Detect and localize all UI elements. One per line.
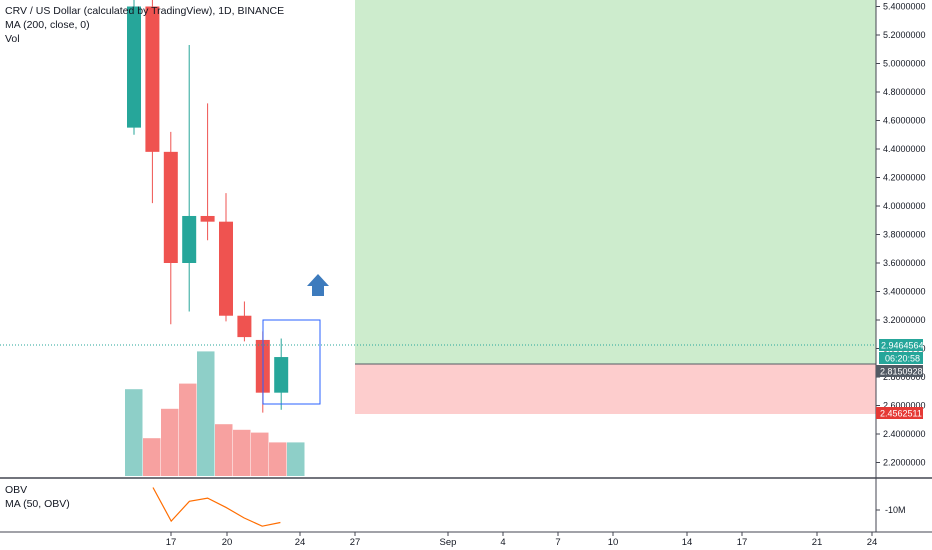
candle-body[interactable]	[219, 221, 233, 316]
volume-bars	[125, 351, 305, 476]
time-tick-label: 21	[812, 537, 823, 548]
stop-price-tag: 2.4562511	[876, 407, 923, 419]
time-tick-label: 20	[222, 537, 233, 548]
ma-legend[interactable]: MA (200, close, 0)	[5, 19, 90, 31]
price-tick-label: 4.4000000	[883, 144, 926, 154]
price-tick-label: 3.2000000	[883, 315, 926, 325]
obv-ma-legend[interactable]: MA (50, OBV)	[5, 498, 70, 510]
symbol-legend[interactable]: CRV / US Dollar (calculated by TradingVi…	[5, 5, 285, 17]
up-arrow-icon[interactable]	[307, 274, 329, 296]
price-tick-label: 2.2000000	[883, 458, 926, 468]
volume-bar	[215, 424, 233, 476]
entry-price-tag-text: 2.8150928	[880, 367, 923, 377]
highlight-rectangle[interactable]	[262, 319, 321, 405]
time-tick-label: 7	[555, 537, 560, 548]
volume-bar	[125, 389, 143, 476]
candle-body[interactable]	[163, 151, 178, 263]
obv-ma-polyline	[152, 487, 281, 527]
price-tick-label: 5.0000000	[883, 59, 926, 69]
price-tick-label: 4.6000000	[883, 116, 926, 126]
price-tick-label: 3.4000000	[883, 287, 926, 297]
time-tick-label: 24	[867, 537, 878, 548]
time-tick-label: 4	[500, 537, 505, 548]
volume-bar	[161, 408, 179, 476]
obv-axis-tick: -10M	[885, 505, 906, 515]
price-tick-label: 5.4000000	[883, 2, 926, 12]
volume-bar	[143, 438, 161, 476]
current-price-tag-text: 2.9464564	[881, 341, 924, 351]
stop-price-tag-text: 2.4562511	[880, 409, 922, 419]
candle-body[interactable]	[182, 215, 197, 263]
price-tick-label: 4.8000000	[883, 87, 926, 97]
candle-body[interactable]	[127, 6, 141, 128]
candle-body[interactable]	[274, 357, 289, 393]
candle-body[interactable]	[237, 315, 252, 338]
time-tick-label: 10	[608, 537, 619, 548]
price-tick-label: 5.2000000	[883, 30, 926, 40]
price-tick-label: 3.6000000	[883, 258, 926, 268]
obv-legend[interactable]: OBV	[5, 484, 28, 496]
volume-bar	[287, 442, 305, 476]
countdown-tag: 06:20:58	[879, 352, 923, 364]
price-tick-label: 2.6000000	[883, 401, 926, 411]
obv-ma-line	[152, 487, 281, 527]
time-tick-label: Sep	[440, 537, 457, 548]
volume-bar	[251, 432, 269, 476]
price-tick-label: 4.2000000	[883, 173, 926, 183]
volume-bar	[179, 383, 197, 476]
volume-bar	[269, 442, 287, 476]
time-tick-label: 24	[295, 537, 306, 548]
current-price-tag: 2.9464564	[879, 339, 924, 351]
long-position-profit-zone[interactable]	[355, 0, 876, 364]
price-axis[interactable]: 5.4000000 5.2000000 5.0000000 4.8000000 4.60…	[876, 2, 926, 468]
price-tick-label: 3.8000000	[883, 230, 926, 240]
volume-bar	[197, 351, 215, 476]
entry-price-tag: 2.8150928	[876, 365, 923, 377]
price-tick-label: 4.0000000	[883, 201, 926, 211]
long-position-loss-zone[interactable]	[355, 364, 876, 414]
countdown-tag-text: 06:20:58	[885, 354, 920, 364]
volume-legend[interactable]: Vol	[5, 33, 20, 45]
candle-body[interactable]	[200, 215, 215, 222]
candle-body[interactable]	[145, 6, 160, 152]
volume-bar	[233, 429, 251, 476]
obv-pane-background[interactable]	[0, 479, 876, 531]
time-tick-label: 17	[737, 537, 748, 548]
time-tick-label: 14	[682, 537, 693, 548]
price-tick-label: 2.4000000	[883, 429, 926, 439]
time-axis[interactable]: 17 20 24 27 Sep 4 7 10 14 17 21 24	[166, 532, 878, 548]
time-tick-label: 27	[350, 537, 361, 548]
time-tick-label: 17	[166, 537, 177, 548]
